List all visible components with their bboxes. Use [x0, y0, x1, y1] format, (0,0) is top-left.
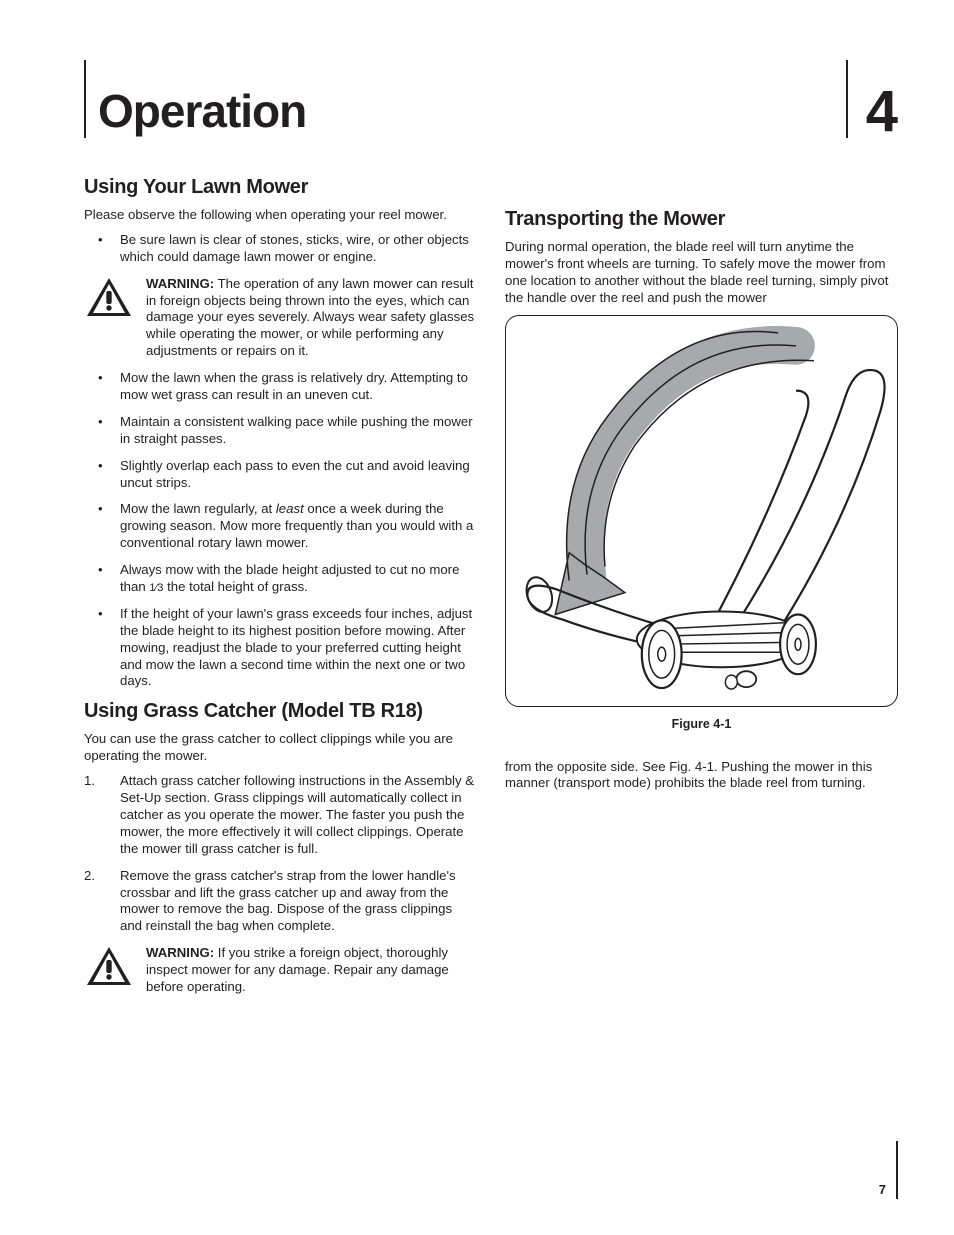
section-heading-grass-catcher: Using Grass Catcher (Model TB R18)	[84, 700, 477, 723]
item-text: Attach grass catcher following instructi…	[120, 773, 474, 856]
bullet-item: Mow the lawn when the grass is relativel…	[84, 370, 477, 404]
bullet-list-1: Be sure lawn is clear of stones, sticks,…	[84, 232, 477, 266]
body-paragraph: During normal operation, the blade reel …	[505, 239, 898, 307]
numbered-item: 1. Attach grass catcher following instru…	[84, 773, 477, 857]
two-column-layout: Using Your Lawn Mower Please observe the…	[84, 176, 898, 1006]
intro-paragraph: You can use the grass catcher to collect…	[84, 731, 477, 765]
figure-caption: Figure 4-1	[505, 717, 898, 731]
bullet-text-a: Mow the lawn regularly, at	[120, 501, 276, 516]
intro-paragraph: Please observe the following when operat…	[84, 207, 477, 224]
warning-text: WARNING: The operation of any lawn mower…	[146, 276, 477, 360]
section-heading-using-mower: Using Your Lawn Mower	[84, 176, 477, 199]
bullet-text-italic: least	[276, 501, 304, 516]
item-text: Remove the grass catcher's strap from th…	[120, 868, 456, 934]
warning-block: WARNING: The operation of any lawn mower…	[84, 276, 477, 360]
bullet-item: Be sure lawn is clear of stones, sticks,…	[84, 232, 477, 266]
page-number: 7	[879, 1182, 886, 1199]
body-paragraph: from the opposite side. See Fig. 4-1. Pu…	[505, 759, 898, 793]
chapter-number-rule: 4	[846, 60, 898, 138]
warning-icon	[84, 276, 134, 320]
page-number-rule: 7	[879, 1141, 898, 1199]
figure-4-1	[505, 315, 898, 707]
bullet-item: Always mow with the blade height adjuste…	[84, 562, 477, 596]
bullet-text-b: the total height of grass.	[163, 579, 307, 594]
page: Operation 4 Using Your Lawn Mower Please…	[0, 0, 954, 1046]
bullet-item: Slightly overlap each pass to even the c…	[84, 458, 477, 492]
section-heading-transporting: Transporting the Mower	[505, 208, 898, 231]
left-column: Using Your Lawn Mower Please observe the…	[84, 176, 477, 1006]
chapter-title-rule: Operation	[84, 60, 306, 138]
numbered-list: 1. Attach grass catcher following instru…	[84, 773, 477, 935]
item-number: 1.	[84, 773, 95, 790]
bullet-item: Mow the lawn regularly, at least once a …	[84, 501, 477, 552]
bullet-list-2: Mow the lawn when the grass is relativel…	[84, 370, 477, 690]
right-column: Transporting the Mower During normal ope…	[505, 176, 898, 1006]
warning-label: WARNING:	[146, 945, 214, 960]
chapter-title: Operation	[98, 88, 306, 138]
warning-text: WARNING: If you strike a foreign object,…	[146, 945, 477, 996]
warning-label: WARNING:	[146, 276, 214, 291]
bullet-item: Maintain a consistent walking pace while…	[84, 414, 477, 448]
numbered-item: 2. Remove the grass catcher's strap from…	[84, 868, 477, 936]
chapter-number: 4	[866, 86, 898, 138]
chapter-header: Operation 4	[84, 60, 898, 138]
bullet-item: If the height of your lawn's grass excee…	[84, 606, 477, 690]
fraction: 1⁄3	[149, 582, 163, 594]
warning-icon	[84, 945, 134, 989]
item-number: 2.	[84, 868, 95, 885]
warning-block: WARNING: If you strike a foreign object,…	[84, 945, 477, 996]
